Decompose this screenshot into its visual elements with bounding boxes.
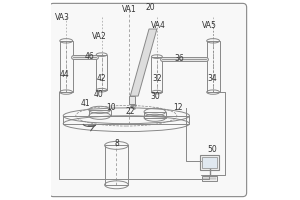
- Polygon shape: [130, 29, 157, 96]
- Text: 40: 40: [94, 90, 104, 99]
- Text: 34: 34: [207, 74, 217, 83]
- Text: 8: 8: [114, 139, 119, 148]
- Text: VA2: VA2: [92, 32, 107, 41]
- FancyBboxPatch shape: [50, 3, 247, 197]
- FancyBboxPatch shape: [202, 176, 217, 181]
- Text: VA1: VA1: [122, 5, 137, 14]
- Text: 22: 22: [125, 107, 135, 116]
- FancyBboxPatch shape: [202, 157, 217, 168]
- Text: 20: 20: [145, 3, 155, 12]
- FancyBboxPatch shape: [129, 96, 135, 104]
- Text: 32: 32: [152, 74, 162, 83]
- FancyBboxPatch shape: [200, 155, 219, 170]
- Text: 30: 30: [150, 92, 160, 101]
- Text: 10: 10: [106, 103, 116, 112]
- Text: VA3: VA3: [55, 13, 70, 22]
- Text: 44: 44: [59, 70, 69, 79]
- Text: 46: 46: [85, 52, 95, 61]
- Text: 12: 12: [173, 103, 182, 112]
- Text: 36: 36: [175, 54, 184, 63]
- Text: 41: 41: [81, 99, 91, 108]
- Text: 50: 50: [207, 145, 217, 154]
- Text: VA4: VA4: [151, 21, 165, 30]
- Text: VA5: VA5: [202, 21, 217, 30]
- Text: 42: 42: [97, 74, 106, 83]
